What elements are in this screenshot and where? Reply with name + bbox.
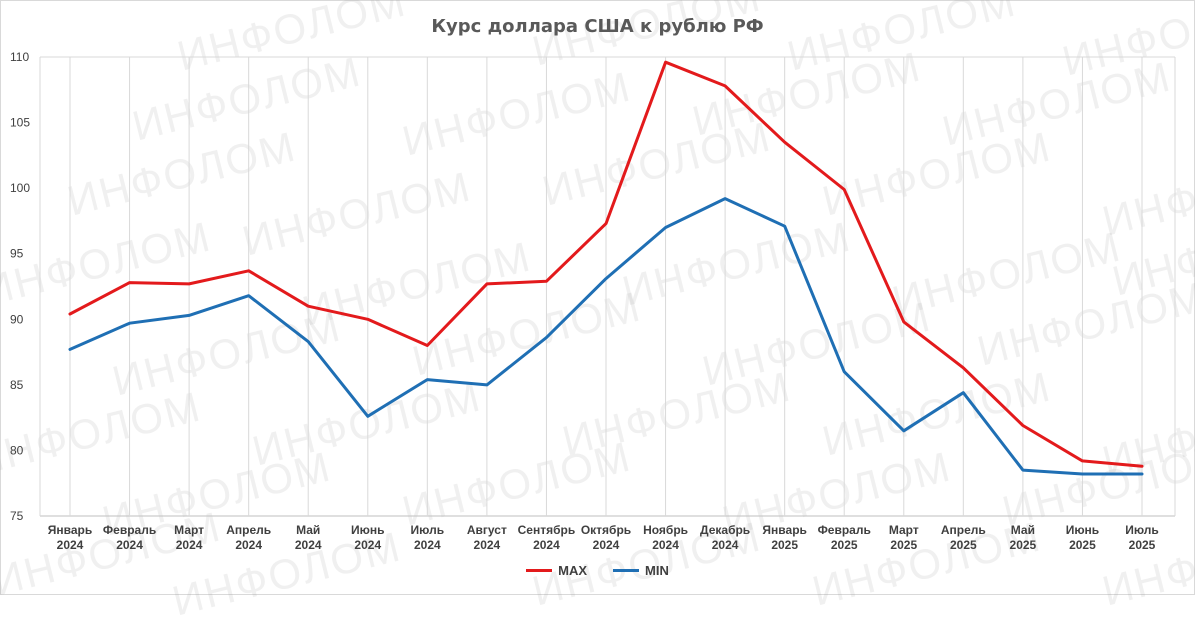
legend: MAX MIN xyxy=(0,563,1195,578)
series-line-min xyxy=(68,197,1144,476)
x-tick-label-year: 2024 xyxy=(295,538,322,552)
chart-frame xyxy=(0,0,1195,595)
x-tick-label-month: Февраль xyxy=(103,523,156,537)
series-line-max xyxy=(68,60,1144,468)
x-tick-label-year: 2024 xyxy=(533,538,560,552)
x-axis: Январь2024Февраль2024Март2024Апрель2024М… xyxy=(48,523,1159,552)
x-tick-label-year: 2025 xyxy=(890,538,917,552)
y-tick-label: 75 xyxy=(10,509,24,523)
x-tick-label-year: 2024 xyxy=(116,538,143,552)
x-tick-label-year: 2024 xyxy=(652,538,679,552)
x-tick-label-year: 2025 xyxy=(950,538,977,552)
x-tick-label-month: Январь xyxy=(762,523,806,537)
legend-label-max: MAX xyxy=(558,563,588,578)
x-tick-label-month: Май xyxy=(1011,523,1035,537)
y-tick-label: 100 xyxy=(10,181,30,195)
x-tick-label-year: 2025 xyxy=(1069,538,1096,552)
chart-title: Курс доллара США к рублю РФ xyxy=(431,16,764,37)
legend-swatch-min xyxy=(613,569,640,572)
x-tick-label-year: 2025 xyxy=(831,538,858,552)
x-tick-label-year: 2025 xyxy=(1129,538,1156,552)
x-tick-label-year: 2024 xyxy=(176,538,203,552)
x-tick-label-month: Сентябрь xyxy=(518,523,576,537)
x-tick-label-year: 2024 xyxy=(57,538,84,552)
x-tick-label-year: 2024 xyxy=(235,538,262,552)
x-tick-label-month: Февраль xyxy=(818,523,871,537)
y-tick-label: 80 xyxy=(10,443,24,457)
legend-item-max: MAX xyxy=(526,563,587,578)
gridlines xyxy=(39,56,1176,517)
x-tick-label-month: Ноябрь xyxy=(643,523,688,537)
x-tick-label-month: Июль xyxy=(1125,523,1159,537)
x-tick-label-year: 2024 xyxy=(354,538,381,552)
legend-swatch-max xyxy=(526,569,553,572)
y-tick-label: 105 xyxy=(10,116,30,130)
x-tick-label-month: Май xyxy=(296,523,320,537)
x-tick-label-year: 2024 xyxy=(474,538,501,552)
y-tick-label: 90 xyxy=(10,312,24,326)
x-tick-label-month: Октябрь xyxy=(581,523,631,537)
x-tick-label-month: Апрель xyxy=(941,523,986,537)
x-tick-label-month: Июль xyxy=(411,523,445,537)
x-tick-label-month: Декабрь xyxy=(700,523,750,537)
y-tick-label: 95 xyxy=(10,247,24,261)
x-tick-label-month: Март xyxy=(174,523,204,537)
legend-item-min: MIN xyxy=(613,563,669,578)
x-tick-label-month: Январь xyxy=(48,523,92,537)
x-tick-label-month: Август xyxy=(467,523,507,537)
x-tick-label-year: 2024 xyxy=(414,538,441,552)
x-tick-label-year: 2024 xyxy=(712,538,739,552)
x-tick-label-year: 2024 xyxy=(593,538,620,552)
series-lines xyxy=(68,60,1144,476)
x-tick-label-month: Июнь xyxy=(351,523,385,537)
y-tick-label: 85 xyxy=(10,378,24,392)
x-tick-label-month: Март xyxy=(889,523,919,537)
y-tick-label: 110 xyxy=(10,50,29,64)
y-axis: 75 80 85 90 95 100 105 110 xyxy=(10,50,30,523)
legend-label-min: MIN xyxy=(645,563,669,578)
x-tick-label-year: 2025 xyxy=(1010,538,1037,552)
x-tick-label-year: 2025 xyxy=(771,538,798,552)
x-tick-label-month: Апрель xyxy=(226,523,271,537)
x-tick-label-month: Июнь xyxy=(1066,523,1100,537)
